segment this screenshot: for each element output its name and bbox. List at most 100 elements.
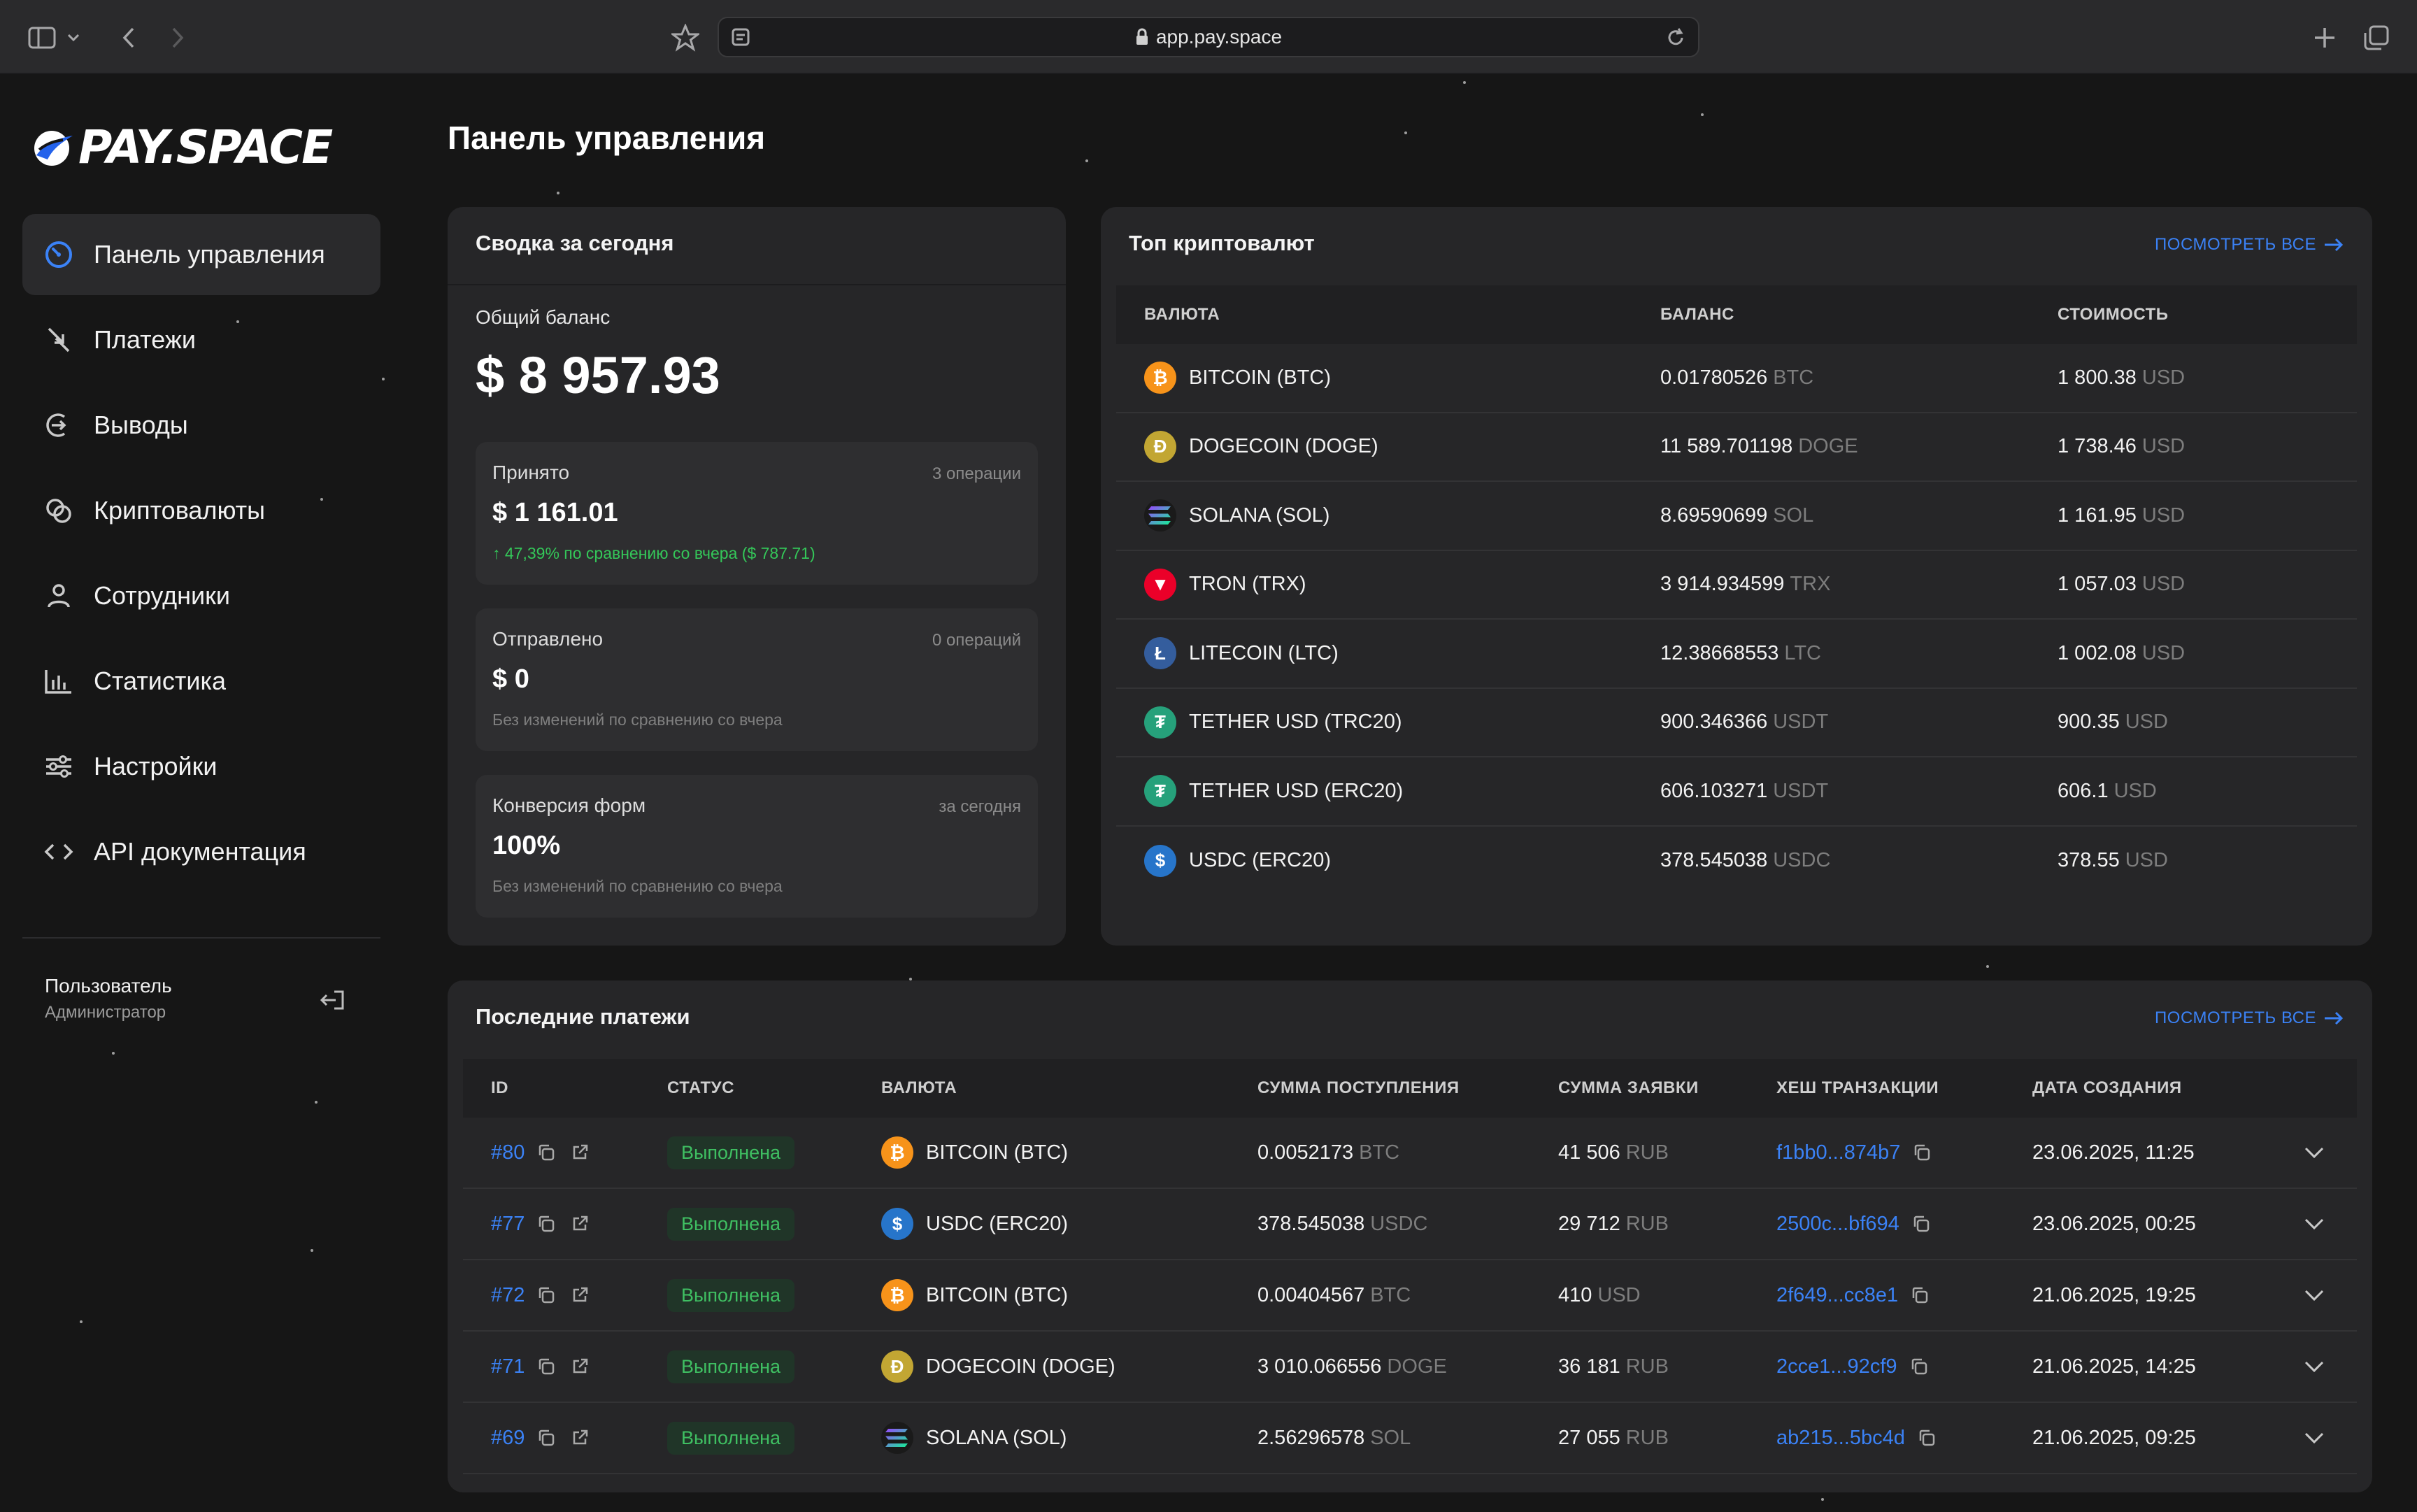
sidebar-divider	[22, 937, 380, 939]
stat-label: Принято	[492, 462, 570, 483]
copy-icon[interactable]	[1910, 1357, 1928, 1376]
balance-cell: 12.38668553 LTC	[1660, 620, 1821, 687]
crypto-row[interactable]: $ USDC (ERC20) 378.545038 USDC 378.55 USD	[1116, 827, 2357, 896]
sidebar-item-statistics[interactable]: Статистика	[22, 641, 380, 722]
sidebar-item-settings[interactable]: Настройки	[22, 726, 380, 807]
user-profile[interactable]: Пользователь Администратор	[45, 975, 172, 1022]
litecoin-icon: Ł	[1144, 637, 1176, 670]
tx-hash-link[interactable]: 2cce1...92cf9	[1776, 1355, 1897, 1378]
chevron-down-icon[interactable]	[63, 21, 84, 55]
coin-name: LITECOIN (LTC)	[1189, 641, 1339, 664]
back-icon[interactable]	[112, 21, 145, 55]
value-unit: USD	[2113, 779, 2157, 802]
sidebar-item-api-docs[interactable]: API документация	[22, 811, 380, 892]
balance-amount: 606.103271	[1660, 779, 1768, 802]
sidebar-item-payments[interactable]: Платежи	[22, 299, 380, 380]
coin-name: BITCOIN (BTC)	[926, 1283, 1068, 1306]
sidebar-nav: Панель управления Платежи Выводы Криптов…	[22, 214, 380, 897]
stat-trend-note: ↑ 47,39% по сравнению со вчера ($ 787.71…	[492, 544, 815, 562]
sidebar-item-crypto[interactable]: Криптовалюты	[22, 470, 380, 551]
arrow-right-icon	[2325, 238, 2344, 252]
request-unit: RUB	[1625, 1355, 1669, 1378]
copy-icon[interactable]	[537, 1286, 555, 1304]
sidebar-toggle-icon[interactable]	[25, 21, 59, 55]
tab-overview-icon[interactable]	[2360, 21, 2393, 55]
view-all-crypto-link[interactable]: ПОСМОТРЕТЬ ВСЕ	[2155, 235, 2344, 255]
coin-cell: Ð DOGECOIN (DOGE)	[1144, 413, 1378, 481]
external-link-icon[interactable]	[571, 1143, 589, 1162]
reload-icon[interactable]	[1663, 24, 1688, 57]
payment-id-link[interactable]: #69	[491, 1426, 525, 1449]
logout-icon[interactable]	[319, 987, 347, 1016]
tx-hash-link[interactable]: ab215...5bc4d	[1776, 1426, 1905, 1449]
external-link-icon[interactable]	[571, 1215, 589, 1233]
payment-id-link[interactable]: #80	[491, 1141, 525, 1164]
expand-row-chevron-icon[interactable]	[2304, 1403, 2325, 1473]
payment-id-link[interactable]: #71	[491, 1355, 525, 1378]
external-link-icon[interactable]	[571, 1357, 589, 1376]
view-all-payments-link[interactable]: ПОСМОТРЕТЬ ВСЕ	[2155, 1008, 2344, 1028]
status-cell: Выполнена	[667, 1403, 795, 1473]
payment-row[interactable]: #71 Выполнена Ð DOGECOIN (DOGE) 3 010.066556…	[463, 1332, 2357, 1403]
sidebar-item-employees[interactable]: Сотрудники	[22, 555, 380, 636]
copy-icon[interactable]	[1918, 1429, 1936, 1447]
forward-icon[interactable]	[161, 21, 194, 55]
request-unit: RUB	[1625, 1212, 1669, 1235]
crypto-row[interactable]: Ð DOGECOIN (DOGE) 11 589.701198 DOGE 1 738.4…	[1116, 413, 2357, 482]
external-link-icon[interactable]	[571, 1286, 589, 1304]
copy-icon[interactable]	[537, 1357, 555, 1376]
status-badge: Выполнена	[667, 1421, 795, 1455]
tx-hash-cell: ab215...5bc4d	[1776, 1403, 1936, 1473]
crypto-row[interactable]: Ł LITECOIN (LTC) 12.38668553 LTC 1 002.08 USD	[1116, 620, 2357, 689]
copy-icon[interactable]	[537, 1215, 555, 1233]
crypto-row[interactable]: ▼ TRON (TRX) 3 914.934599 TRX 1 057.03 USD	[1116, 551, 2357, 620]
external-link-icon[interactable]	[571, 1429, 589, 1447]
tx-hash-link[interactable]: 2500c...bf694	[1776, 1212, 1899, 1235]
payment-row[interactable]: #77 Выполнена $ USDC (ERC20) 378.545038 USDC 2…	[463, 1189, 2357, 1260]
expand-row-chevron-icon[interactable]	[2304, 1260, 2325, 1330]
payment-id-link[interactable]: #72	[491, 1283, 525, 1306]
created-date-cell: 21.06.2025, 14:25	[2032, 1332, 2196, 1402]
payment-row[interactable]: #72 Выполнена ₿ BITCOIN (BTC) 0.00404567 BTC 4…	[463, 1260, 2357, 1332]
new-tab-plus-icon[interactable]	[2308, 21, 2341, 55]
coin-name: DOGECOIN (DOGE)	[1189, 435, 1378, 458]
crypto-row[interactable]: ₿ BITCOIN (BTC) 0.01780526 BTC 1 800.38 USD	[1116, 344, 2357, 413]
sidebar-item-dashboard[interactable]: Панель управления	[22, 214, 380, 295]
balance-amount: 900.346366	[1660, 711, 1768, 734]
address-bar[interactable]: app.pay.space	[718, 17, 1699, 57]
balance-unit: LTC	[1784, 641, 1821, 664]
copy-icon[interactable]	[1912, 1215, 1930, 1233]
copy-icon[interactable]	[1913, 1143, 1931, 1162]
payment-row[interactable]: #80 Выполнена ₿ BITCOIN (BTC) 0.0052173 BTC 41…	[463, 1118, 2357, 1189]
received-amount-cell: 0.0052173 BTC	[1257, 1118, 1399, 1188]
reader-mode-icon[interactable]	[729, 24, 754, 57]
payment-id-link[interactable]: #77	[491, 1212, 525, 1235]
expand-row-chevron-icon[interactable]	[2304, 1189, 2325, 1259]
expand-row-chevron-icon[interactable]	[2304, 1118, 2325, 1188]
copy-icon[interactable]	[1911, 1286, 1929, 1304]
balance-value: $ 8 957.93	[476, 346, 720, 404]
dashboard-icon	[42, 238, 76, 271]
payments-arrows-icon	[42, 323, 76, 357]
crypto-row[interactable]: SOLANA (SOL) 8.69590699 SOL 1 161.95 USD	[1116, 482, 2357, 551]
bar-chart-icon	[42, 664, 76, 698]
copy-icon[interactable]	[537, 1429, 555, 1447]
tx-hash-link[interactable]: f1bb0...874b7	[1776, 1141, 1901, 1164]
crypto-coins-icon	[42, 494, 76, 527]
expand-row-chevron-icon[interactable]	[2304, 1332, 2325, 1402]
bookmark-star-icon[interactable]	[669, 21, 702, 55]
request-amount: 27 055	[1558, 1426, 1620, 1449]
balance-unit: TRX	[1790, 573, 1831, 596]
crypto-row[interactable]: ₮ TETHER USD (TRC20) 900.346366 USDT 900.35 U…	[1116, 689, 2357, 757]
payment-row[interactable]: #69 Выполнена SOLANA (SOL) 2.56296578 SOL 27 …	[463, 1403, 2357, 1474]
value-unit: USD	[2141, 573, 2186, 596]
value-unit: USD	[2141, 435, 2186, 458]
crypto-row[interactable]: ₮ TETHER USD (ERC20) 606.103271 USDT 606.1 US…	[1116, 757, 2357, 827]
tx-hash-link[interactable]: 2f649...cc8e1	[1776, 1283, 1899, 1306]
sidebar-item-withdrawals[interactable]: Выводы	[22, 385, 380, 466]
payspace-logo[interactable]: PAY.SPACE	[32, 120, 333, 174]
created-date: 21.06.2025, 14:25	[2032, 1355, 2196, 1378]
copy-icon[interactable]	[537, 1143, 555, 1162]
stat-trend-note: Без изменений по сравнению со вчера	[492, 711, 783, 729]
request-amount: 36 181	[1558, 1355, 1620, 1378]
